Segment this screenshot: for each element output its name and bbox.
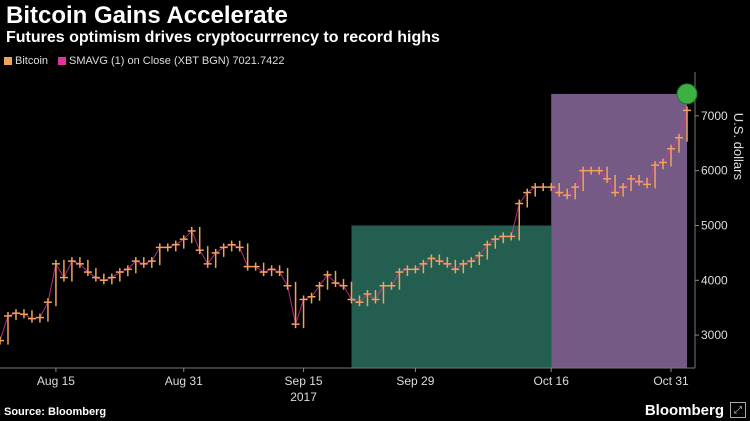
x-tick-label-2017-08-15: Aug 15 bbox=[37, 374, 75, 388]
legend-swatch-smavg bbox=[58, 57, 67, 65]
source-note: Source: Bloomberg bbox=[4, 406, 107, 418]
shaded-region-2 bbox=[551, 93, 688, 368]
y-tick-label-3000: 3000 bbox=[701, 328, 728, 342]
y-axis-label: U.S. dollars bbox=[731, 112, 746, 180]
y-tick-label-4000: 4000 bbox=[701, 273, 728, 287]
shaded-region-1 bbox=[351, 225, 552, 368]
legend-item-smavg[interactable]: SMAVG (1) on Close (XBT BGN) 7021.7422 bbox=[58, 55, 284, 67]
x-tick-label-2017-08-31: Aug 31 bbox=[165, 374, 203, 388]
legend-label-bitcoin: Bitcoin bbox=[15, 55, 49, 67]
price-chart: 3000 4000 5000 6000 7000 Aug 15 Aug 31 Sep 15 Se… bbox=[0, 72, 728, 402]
x-tick-label-2017-09-29: Sep 29 bbox=[396, 374, 434, 388]
x-tick-label-2017-09-15: Sep 15 bbox=[285, 374, 323, 388]
legend-label-smavg: SMAVG (1) on Close (XBT BGN) 7021.7422 bbox=[69, 55, 285, 67]
expand-icon[interactable]: ⤢ bbox=[730, 402, 746, 418]
x-tick-label-2017-10-31: Oct 31 bbox=[653, 374, 689, 388]
chart-title: Bitcoin Gains Accelerate bbox=[6, 2, 288, 29]
legend-item-bitcoin[interactable]: Bitcoin bbox=[4, 55, 48, 67]
chart-subtitle: Futures optimism drives cryptocurrrency … bbox=[6, 29, 440, 46]
brand-logo-text: Bloomberg bbox=[644, 402, 724, 419]
x-axis-year-label: 2017 bbox=[290, 390, 317, 402]
x-tick-label-2017-10-16: Oct 16 bbox=[534, 374, 570, 388]
y-tick-label-7000: 7000 bbox=[701, 109, 728, 123]
legend: Bitcoin SMAVG (1) on Close (XBT BGN) 702… bbox=[4, 55, 290, 67]
record-high-marker bbox=[676, 83, 698, 105]
legend-swatch-bitcoin bbox=[4, 57, 12, 65]
y-tick-label-5000: 5000 bbox=[701, 218, 728, 232]
y-tick-label-6000: 6000 bbox=[701, 164, 728, 178]
